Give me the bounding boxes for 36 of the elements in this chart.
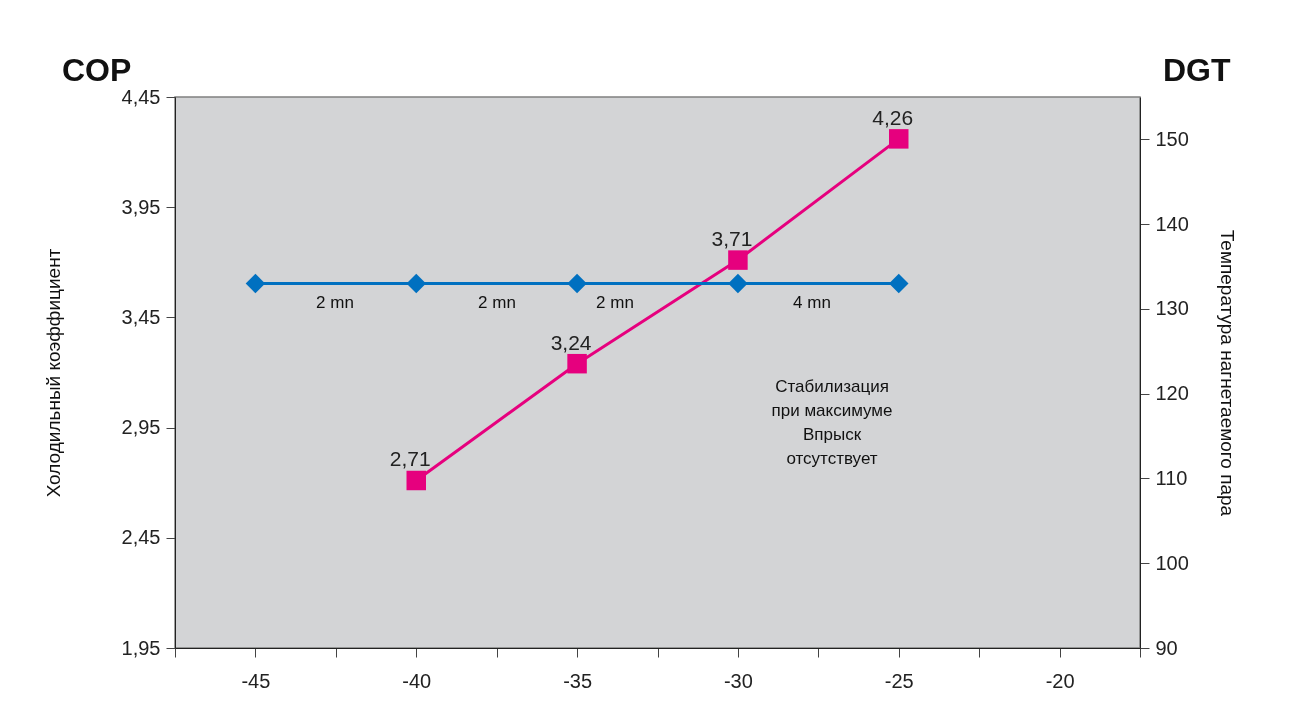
point xyxy=(889,129,909,149)
y2-tick-label: 120 xyxy=(1155,382,1189,405)
point xyxy=(406,470,426,491)
y-tick-label: 4,45 xyxy=(121,85,161,108)
x-tick-label: -40 xyxy=(402,669,432,692)
data-label: 3,24 xyxy=(550,330,592,354)
y2-tick-label: 140 xyxy=(1155,212,1189,235)
text: COP xyxy=(62,52,132,88)
annotation: 2 mn xyxy=(316,293,354,312)
x-tick-label: -20 xyxy=(1045,669,1075,692)
y2-tick-label: 130 xyxy=(1155,297,1189,320)
annotation: 4 mn xyxy=(793,293,831,312)
y2-tick-label: 150 xyxy=(1155,127,1189,150)
y2-tick-label: 100 xyxy=(1155,551,1189,574)
x-tick-label: -35 xyxy=(563,669,593,692)
annotation: 2 mn xyxy=(478,293,516,312)
annotation: 2 mn xyxy=(596,293,634,312)
x-tick-label: -45 xyxy=(241,669,271,692)
y-tick-label: 1,95 xyxy=(121,636,161,659)
y-tick-label: 3,45 xyxy=(121,305,161,328)
point xyxy=(567,353,587,374)
data-label: 4,26 xyxy=(872,105,914,129)
y2-tick-label: 90 xyxy=(1155,636,1178,659)
y-axis-title: Холодильный коэффициент xyxy=(42,248,64,498)
text: DGT xyxy=(1163,52,1231,88)
y-tick-label: 3,95 xyxy=(121,195,161,218)
data-label: 2,71 xyxy=(389,447,431,471)
data-label: 3,71 xyxy=(711,227,753,251)
x-tick-label: -25 xyxy=(884,669,914,692)
y-tick-label: 2,95 xyxy=(121,416,161,439)
x-tick-label: -30 xyxy=(723,669,753,692)
y2-tick-label: 110 xyxy=(1155,466,1188,489)
point xyxy=(728,250,748,270)
y2-axis-title: Температура нагнетаемого пара xyxy=(1216,229,1238,517)
y-tick-label: 2,45 xyxy=(121,526,161,549)
annotation: Стабилизация при максимуме Впрыск отсутствует xyxy=(771,377,893,468)
